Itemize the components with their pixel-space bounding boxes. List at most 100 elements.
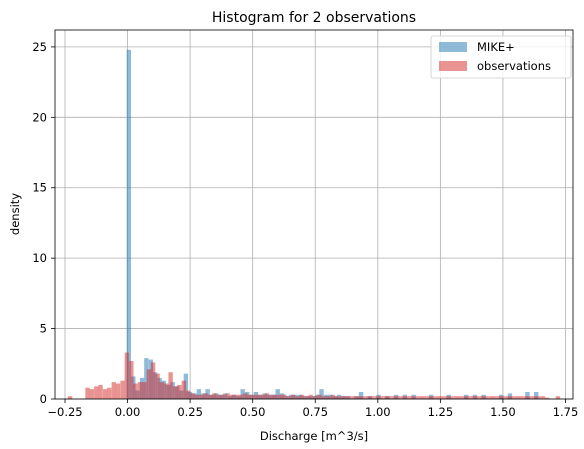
histogram-bar: [457, 396, 462, 399]
histogram-bar: [164, 383, 169, 399]
histogram-bar: [555, 396, 561, 399]
x-tick-label: 0.00: [115, 405, 141, 419]
histogram-bar: [150, 362, 156, 399]
histogram-bar: [278, 394, 283, 399]
histogram-bar: [431, 396, 436, 399]
histogram-bar: [365, 396, 370, 399]
histogram-bar: [330, 394, 335, 399]
histogram-bar: [435, 396, 441, 399]
histogram-bar: [172, 386, 178, 399]
histogram-bar: [240, 389, 245, 399]
histogram-bar: [85, 387, 90, 399]
histogram-bar: [260, 394, 265, 399]
chart-title: Histogram for 2 observations: [212, 10, 416, 26]
histogram-bar: [220, 394, 226, 399]
histogram-bar: [216, 394, 222, 399]
bars-layer: [67, 49, 561, 399]
histogram-bar: [387, 396, 392, 399]
histogram-bar: [313, 396, 318, 399]
y-axis-ticks: 0 5 10 15 20 25: [32, 40, 55, 406]
histogram-bar: [466, 396, 471, 399]
histogram-bar: [444, 396, 449, 399]
histogram-bar: [94, 386, 99, 399]
histogram-bar: [168, 372, 173, 399]
histogram-bar: [251, 394, 257, 399]
legend-label-observations: observations: [477, 59, 551, 73]
histogram-bar: [155, 373, 160, 399]
histogram-bar: [203, 393, 208, 399]
histogram-bar: [115, 383, 121, 399]
histogram-bar: [534, 391, 539, 399]
histogram-bar: [229, 394, 235, 399]
histogram-bar: [129, 360, 134, 399]
histogram-bar: [126, 49, 132, 399]
histogram-bar: [418, 396, 423, 399]
histogram-bar: [448, 396, 454, 399]
histogram-bar: [510, 396, 515, 399]
histogram-bar: [409, 396, 414, 399]
y-tick-label: 15: [32, 181, 47, 195]
histogram-bar: [326, 396, 331, 399]
histogram-bar: [479, 396, 484, 399]
histogram-bar: [470, 396, 476, 399]
histogram-bar: [439, 396, 445, 399]
histogram-bar: [199, 394, 204, 399]
histogram-bar: [352, 396, 357, 399]
histogram-bar: [518, 396, 524, 399]
legend-label-mike: MIKE+: [477, 40, 515, 54]
legend-swatch-mike: [439, 42, 467, 52]
histogram-bar: [282, 394, 287, 399]
plot-frame: [54, 29, 574, 400]
histogram-bar: [461, 396, 467, 399]
histogram-bar: [527, 396, 532, 399]
histogram-bar: [396, 396, 401, 399]
x-axis-ticks: −0.25 0.00 0.25 0.50 0.75 1.00 1.25 1.50 1.75: [47, 399, 578, 419]
histogram-bar: [111, 382, 116, 399]
histogram-bar: [146, 369, 152, 399]
histogram-bar: [404, 396, 410, 399]
histogram-bar: [98, 384, 103, 399]
histogram-bar: [295, 396, 300, 399]
y-tick-label: 20: [32, 110, 47, 124]
histogram-bar: [142, 382, 147, 399]
histogram-bar: [374, 396, 379, 399]
histogram-bar: [190, 393, 195, 399]
histogram-bar: [496, 396, 502, 399]
y-tick-label: 5: [40, 322, 47, 336]
legend: MIKE+ observations: [430, 35, 572, 79]
histogram-bar: [343, 396, 348, 399]
histogram-bar: [422, 396, 427, 399]
histogram-bar: [453, 396, 458, 399]
histogram-bar: [426, 396, 432, 399]
histogram-bar: [369, 396, 375, 399]
histogram-bar: [196, 389, 202, 399]
histogram-bar: [304, 396, 309, 399]
histogram-bar: [286, 396, 292, 399]
histogram-bar: [378, 396, 384, 399]
y-tick-label: 0: [40, 392, 47, 406]
x-tick-label: 0.50: [240, 405, 266, 419]
histogram-bar: [319, 389, 324, 399]
histogram-bar: [194, 394, 200, 399]
histogram-bar: [107, 387, 112, 399]
histogram-bar: [532, 396, 537, 399]
histogram-bar: [483, 396, 489, 399]
y-axis-label: density: [8, 193, 22, 235]
histogram-bar: [492, 396, 497, 399]
histogram-bar: [133, 383, 138, 399]
histogram-bar: [400, 396, 406, 399]
histogram-bar: [238, 394, 243, 399]
histogram-bar: [207, 394, 213, 399]
histogram-bar: [501, 396, 506, 399]
histogram-bar: [242, 393, 248, 399]
histogram-bar: [89, 389, 94, 399]
histogram-bar: [299, 394, 305, 399]
histogram-bar: [273, 394, 278, 399]
histogram-bar: [247, 394, 252, 399]
x-axis-label: Discharge [m^3/s]: [260, 429, 368, 443]
x-tick-label: 1.75: [553, 405, 579, 419]
histogram-bar: [308, 394, 313, 399]
x-tick-label: 0.25: [177, 405, 203, 419]
histogram-bar: [383, 396, 388, 399]
